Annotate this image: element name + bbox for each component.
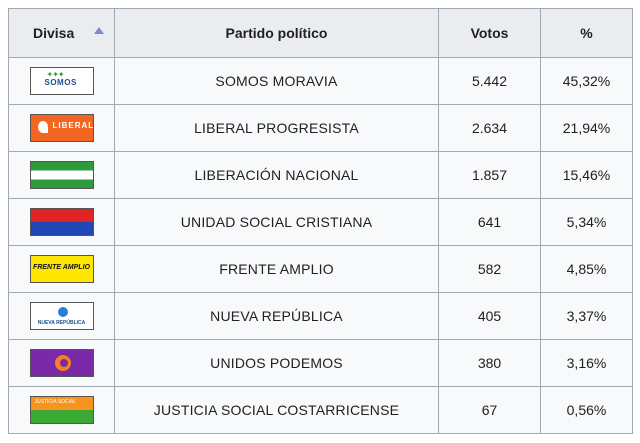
divisa-cell: NUEVA REPÚBLICA (8, 292, 115, 340)
column-header-partido-label: Partido político (225, 25, 328, 41)
votos-cell: 641 (438, 198, 541, 246)
column-header-votos[interactable]: Votos (438, 8, 541, 58)
table-row: JUSTICIA SOCIAL JUSTICIA SOCIAL COSTARRI… (8, 386, 633, 434)
partido-cell: LIBERACIÓN NACIONAL (114, 151, 439, 199)
results-table-container: Divisa Partido político Votos % ✦✦✦ SOMOS… (8, 8, 633, 434)
partido-cell: SOMOS MORAVIA (114, 57, 439, 105)
table-row: LIBERACIÓN NACIONAL 1.857 15,46% (8, 151, 633, 199)
unidad-social-cristiana-flag-icon (29, 208, 94, 236)
header-row: Divisa Partido político Votos % (8, 8, 633, 58)
pct-cell: 15,46% (540, 151, 633, 199)
votos-cell: 67 (438, 386, 541, 434)
justicia-social-flag-icon: JUSTICIA SOCIAL (29, 396, 94, 424)
liberal-progresista-flag-icon: LIBERAL (29, 114, 94, 142)
column-header-pct[interactable]: % (540, 8, 633, 58)
flag-bird-shape (37, 121, 48, 133)
flag-text: FRENTE AMPLIO (33, 264, 90, 271)
column-header-divisa-label: Divisa (33, 25, 75, 41)
column-header-partido[interactable]: Partido político (114, 8, 439, 58)
pct-cell: 5,34% (540, 198, 633, 246)
partido-cell: UNIDOS PODEMOS (114, 339, 439, 387)
divisa-cell (8, 339, 115, 387)
partido-cell: UNIDAD SOCIAL CRISTIANA (114, 198, 439, 246)
votos-cell: 380 (438, 339, 541, 387)
divisa-cell: ✦✦✦ SOMOS (8, 57, 115, 105)
table-row: UNIDAD SOCIAL CRISTIANA 641 5,34% (8, 198, 633, 246)
table-row: ✦✦✦ SOMOS SOMOS MORAVIA 5.442 45,32% (8, 57, 633, 105)
votos-cell: 1.857 (438, 151, 541, 199)
somos-moravia-flag-icon: ✦✦✦ SOMOS (29, 67, 94, 95)
pct-cell: 0,56% (540, 386, 633, 434)
table-row: UNIDOS PODEMOS 380 3,16% (8, 339, 633, 387)
table-row: NUEVA REPÚBLICA NUEVA REPÚBLICA 405 3,37… (8, 292, 633, 340)
column-header-votos-label: Votos (470, 25, 509, 41)
nueva-republica-flag-icon: NUEVA REPÚBLICA (29, 302, 94, 330)
pct-cell: 3,16% (540, 339, 633, 387)
column-header-pct-label: % (580, 25, 593, 41)
pct-cell: 45,32% (540, 57, 633, 105)
unidos-podemos-flag-icon (29, 349, 94, 377)
votos-cell: 5.442 (438, 57, 541, 105)
divisa-cell (8, 151, 115, 199)
liberacion-nacional-flag-icon (29, 161, 94, 189)
frente-amplio-flag-icon: FRENTE AMPLIO (29, 255, 94, 283)
flag-text: JUSTICIA SOCIAL (34, 399, 77, 405)
partido-cell: LIBERAL PROGRESISTA (114, 104, 439, 152)
divisa-cell: LIBERAL (8, 104, 115, 152)
column-header-divisa[interactable]: Divisa (8, 8, 115, 58)
flag-text: LIBERAL (52, 121, 94, 130)
sort-ascending-icon[interactable] (94, 27, 104, 34)
partido-cell: NUEVA REPÚBLICA (114, 292, 439, 340)
divisa-cell: FRENTE AMPLIO (8, 245, 115, 293)
partido-cell: FRENTE AMPLIO (114, 245, 439, 293)
divisa-cell (8, 198, 115, 246)
divisa-cell: JUSTICIA SOCIAL (8, 386, 115, 434)
table-row: FRENTE AMPLIO FRENTE AMPLIO 582 4,85% (8, 245, 633, 293)
votos-cell: 405 (438, 292, 541, 340)
partido-cell: JUSTICIA SOCIAL COSTARRICENSE (114, 386, 439, 434)
votos-cell: 2.634 (438, 104, 541, 152)
table-row: LIBERAL LIBERAL PROGRESISTA 2.634 21,94% (8, 104, 633, 152)
election-results-table: Divisa Partido político Votos % ✦✦✦ SOMOS… (8, 8, 633, 434)
pct-cell: 21,94% (540, 104, 633, 152)
flag-text: NUEVA REPÚBLICA (37, 320, 86, 326)
flag-text: SOMOS (44, 78, 77, 87)
votos-cell: 582 (438, 245, 541, 293)
pct-cell: 3,37% (540, 292, 633, 340)
flag-circle-shape (57, 307, 68, 317)
flag-circle-shape (54, 355, 71, 371)
flag-dots: ✦✦✦ (46, 70, 65, 79)
pct-cell: 4,85% (540, 245, 633, 293)
